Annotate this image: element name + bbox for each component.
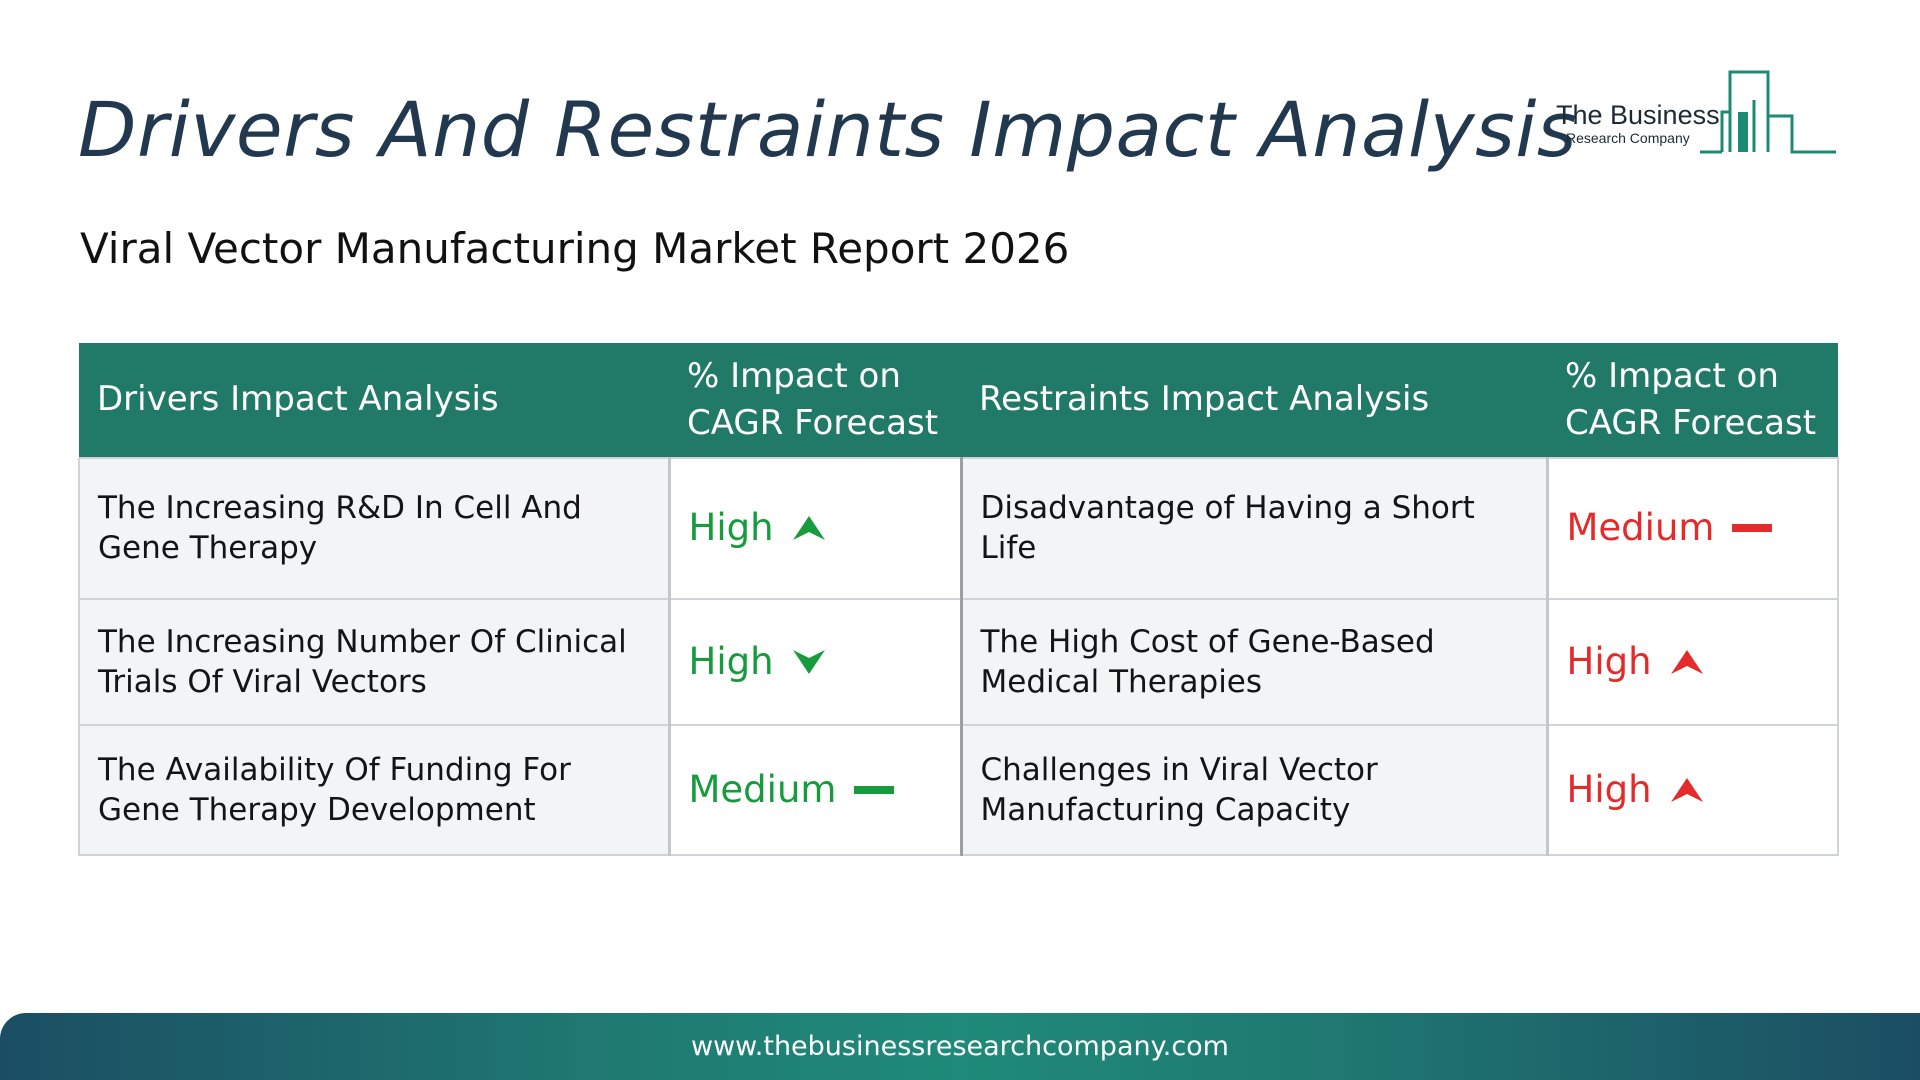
header-drivers: Drivers Impact Analysis (79, 343, 669, 458)
dash-icon (1732, 524, 1773, 533)
report-subtitle: Viral Vector Manufacturing Market Report… (80, 224, 1070, 273)
driver-impact-level: High (688, 639, 774, 683)
restraint-impact-level: Medium (1566, 506, 1715, 550)
driver-impact-cell: High (668, 597, 963, 726)
restraint-impact-cell: High (1546, 723, 1839, 856)
restraint-impact-cell: High (1546, 597, 1839, 726)
header-restraints: Restraints Impact Analysis (961, 343, 1547, 458)
table-row: The Availability Of Funding For Gene The… (78, 723, 1839, 856)
header-drivers-impact: % Impact on CAGR Forecast (669, 343, 961, 458)
table-row: The Increasing R&D In Cell And Gene Ther… (78, 456, 1839, 600)
arrow-up-icon (1670, 777, 1703, 802)
restraint-cell: The High Cost of Gene-Based Medical Ther… (960, 597, 1549, 726)
arrow-up-icon (1670, 649, 1703, 674)
restraint-cell: Challenges in Viral Vector Manufacturing… (960, 723, 1549, 856)
arrow-up-icon (792, 516, 825, 541)
logo-name: The Business (1556, 100, 1720, 130)
company-logo: The Business Research Company (1552, 66, 1838, 156)
driver-impact-level: Medium (688, 767, 837, 811)
driver-impact-level: High (688, 506, 774, 550)
website-link[interactable]: www.thebusinessresearchcompany.com (691, 1031, 1229, 1062)
driver-cell: The Availability Of Funding For Gene The… (78, 723, 671, 856)
driver-impact-cell: Medium (668, 723, 963, 856)
driver-cell: The Increasing Number Of Clinical Trials… (78, 597, 671, 726)
table-header-row: Drivers Impact Analysis % Impact on CAGR… (79, 343, 1838, 458)
driver-impact-cell: High (668, 456, 963, 600)
footer-bar: www.thebusinessresearchcompany.com (0, 1013, 1920, 1080)
restraint-cell: Disadvantage of Having a Short Life (960, 456, 1549, 600)
page-title: Drivers And Restraints Impact Analysis (78, 85, 1577, 174)
table-row: The Increasing Number Of Clinical Trials… (78, 597, 1839, 726)
restraint-impact-level: High (1566, 639, 1652, 683)
restraint-impact-level: High (1566, 767, 1652, 811)
header-restraints-impact: % Impact on CAGR Forecast (1547, 343, 1838, 458)
impact-table: Drivers Impact Analysis % Impact on CAGR… (78, 343, 1839, 856)
arrow-down-icon (792, 649, 825, 674)
dash-icon (854, 785, 895, 794)
logo-subtitle: Research Company (1566, 130, 1690, 146)
buildings-icon (1700, 70, 1836, 154)
driver-cell: The Increasing R&D In Cell And Gene Ther… (78, 456, 671, 600)
restraint-impact-cell: Medium (1546, 456, 1839, 600)
